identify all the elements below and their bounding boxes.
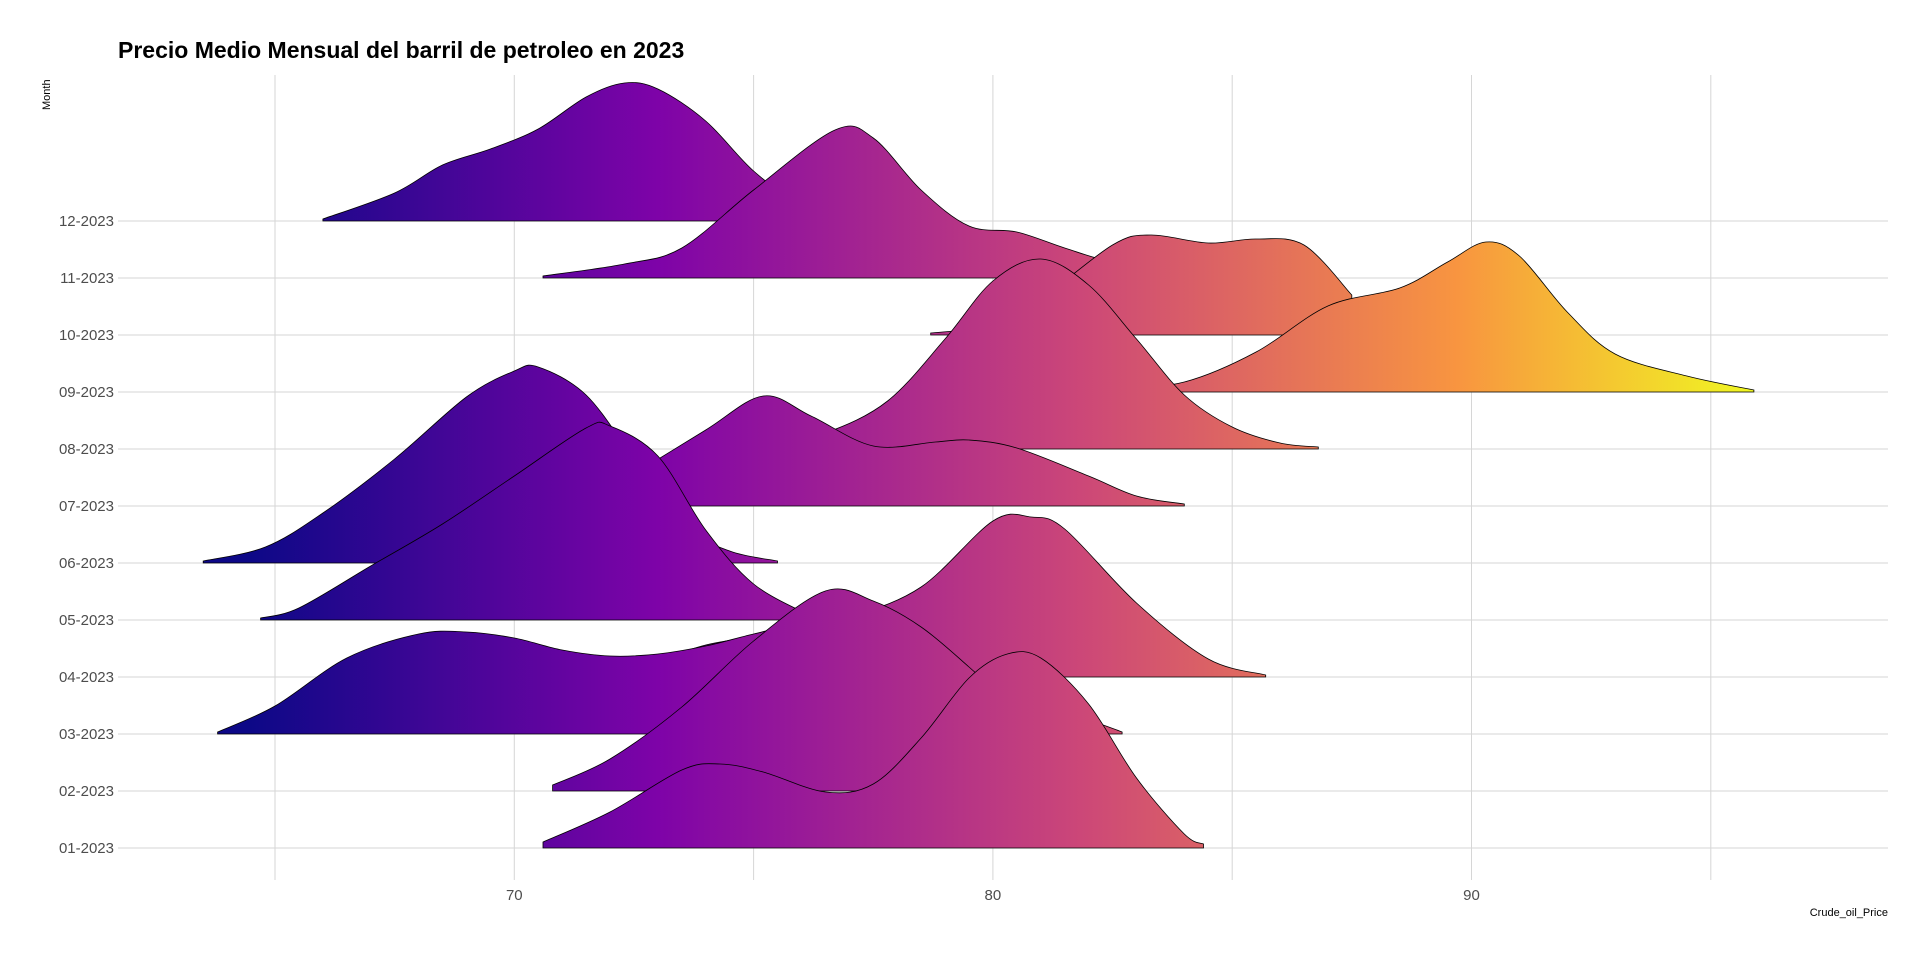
y-tick-labels: 01-2023 02-2023 03-2023 04-2023 05-2023 06-20…: [59, 213, 114, 857]
y-tick-label: 07-2023: [59, 498, 114, 515]
x-tick-label: 90: [1463, 887, 1480, 904]
density-ridge-08-2023: [767, 258, 1319, 450]
y-tick-label: 03-2023: [59, 726, 114, 743]
x-tick-label: 70: [506, 887, 523, 904]
y-tick-label: 01-2023: [59, 840, 114, 857]
density-ridge-05-2023: [260, 421, 812, 621]
density-ridge-09-2023: [1112, 241, 1755, 393]
density-ridge-07-2023: [585, 395, 1185, 507]
x-tick-labels: 70 80 90: [506, 887, 1480, 904]
density-ridges: [202, 82, 1755, 849]
y-tick-label: 06-2023: [59, 555, 114, 572]
y-tick-label: 08-2023: [59, 441, 114, 458]
y-tick-label: 05-2023: [59, 612, 114, 629]
y-tick-label: 02-2023: [59, 783, 114, 800]
y-tick-label: 12-2023: [59, 213, 114, 230]
y-tick-label: 11-2023: [60, 270, 114, 287]
y-axis-title: Month: [41, 79, 53, 110]
y-tick-label: 09-2023: [59, 384, 114, 401]
density-ridge-01-2023: [542, 651, 1204, 849]
y-tick-label: 10-2023: [59, 327, 114, 344]
x-tick-label: 80: [985, 887, 1002, 904]
chart-title: Precio Medio Mensual del barril de petro…: [118, 37, 684, 63]
y-tick-label: 04-2023: [59, 669, 114, 686]
x-axis-title: Crude_oil_Price: [1810, 907, 1888, 919]
